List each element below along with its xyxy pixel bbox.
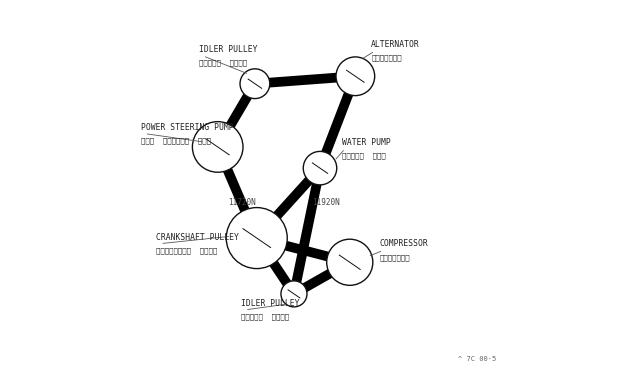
- Circle shape: [240, 69, 270, 99]
- Circle shape: [336, 57, 374, 96]
- Text: アイドラー  プーリー: アイドラー プーリー: [241, 314, 289, 320]
- Circle shape: [193, 122, 243, 172]
- Text: IDLER PULLEY: IDLER PULLEY: [199, 45, 258, 54]
- Text: WATER PUMP: WATER PUMP: [342, 138, 390, 147]
- Text: CRANKSHAFT PULLEY: CRANKSHAFT PULLEY: [156, 233, 239, 242]
- Circle shape: [281, 281, 307, 307]
- Circle shape: [227, 208, 287, 269]
- Text: ALTERNATOR: ALTERNATOR: [371, 40, 420, 49]
- Text: オルタネーター: オルタネーター: [371, 55, 402, 61]
- Text: ^ 7C 00·5: ^ 7C 00·5: [458, 356, 497, 362]
- Text: パワー  ステアリング  ポンプ: パワー ステアリング ポンプ: [141, 137, 211, 144]
- Circle shape: [303, 151, 337, 185]
- Text: クランクシャフト  プーリー: クランクシャフト プーリー: [156, 247, 218, 254]
- Text: POWER STEERING PUMP: POWER STEERING PUMP: [141, 123, 234, 132]
- Text: IDLER PULLEY: IDLER PULLEY: [241, 299, 300, 308]
- Text: ウォーター  ポンプ: ウォーター ポンプ: [342, 152, 385, 159]
- Text: COMPRESSOR: COMPRESSOR: [380, 240, 428, 248]
- Text: アイドラー  プーリー: アイドラー プーリー: [199, 60, 247, 66]
- Circle shape: [326, 239, 373, 285]
- Text: 11720N: 11720N: [228, 198, 256, 207]
- Text: コンプレッサー: コンプレッサー: [380, 254, 410, 261]
- Text: 11920N: 11920N: [312, 198, 340, 207]
